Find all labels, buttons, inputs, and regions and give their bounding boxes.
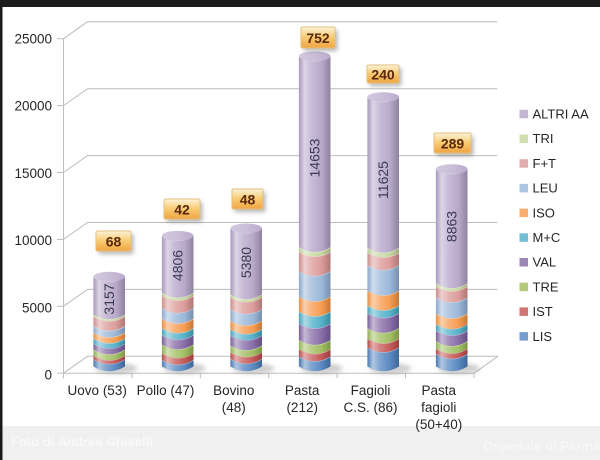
svg-text:(48): (48)	[222, 400, 246, 415]
svg-text:C.S. (86): C.S. (86)	[343, 400, 397, 415]
svg-text:68: 68	[106, 234, 122, 250]
svg-text:752: 752	[306, 30, 330, 46]
svg-text:42: 42	[174, 202, 190, 218]
svg-text:F+T: F+T	[533, 156, 557, 171]
svg-text:25000: 25000	[14, 32, 52, 47]
svg-text:Foto di Andrea Ghiselli: Foto di Andrea Ghiselli	[11, 434, 153, 449]
svg-text:LIS: LIS	[533, 329, 553, 344]
svg-text:Pasta: Pasta	[285, 383, 320, 398]
svg-text:Pasta: Pasta	[422, 383, 457, 398]
svg-text:15000: 15000	[14, 166, 52, 181]
svg-text:Pollo (47): Pollo (47)	[137, 383, 195, 398]
svg-text:10000: 10000	[14, 233, 52, 248]
svg-text:14653: 14653	[307, 138, 323, 177]
svg-text:Fagioli: Fagioli	[351, 383, 391, 398]
svg-text:ALTRI AA: ALTRI AA	[533, 107, 589, 122]
svg-text:3157: 3157	[101, 283, 117, 314]
svg-text:ISO: ISO	[533, 205, 555, 220]
svg-text:(50+40): (50+40)	[415, 417, 462, 432]
svg-text:4806: 4806	[170, 250, 186, 281]
svg-text:8863: 8863	[444, 211, 460, 242]
svg-text:fagioli: fagioli	[421, 400, 456, 415]
svg-text:5000: 5000	[22, 300, 52, 315]
svg-text:LEU: LEU	[533, 181, 558, 196]
svg-text:IST: IST	[533, 304, 553, 319]
svg-text:0: 0	[44, 368, 52, 383]
svg-text:11625: 11625	[375, 161, 391, 199]
svg-text:Ospedale di Parma: Ospedale di Parma	[483, 439, 600, 454]
svg-text:Uovo (53): Uovo (53)	[68, 383, 127, 398]
svg-text:(212): (212)	[286, 400, 318, 415]
svg-text:289: 289	[441, 136, 465, 152]
svg-text:20000: 20000	[14, 99, 52, 114]
svg-text:Bovino: Bovino	[213, 383, 254, 398]
svg-text:TRI: TRI	[533, 131, 554, 146]
svg-text:VAL: VAL	[533, 255, 557, 270]
svg-text:TRE: TRE	[533, 279, 559, 294]
svg-text:48: 48	[240, 192, 256, 208]
svg-text:5380: 5380	[238, 247, 254, 278]
svg-text:M+C: M+C	[533, 230, 561, 245]
svg-text:240: 240	[371, 67, 395, 83]
